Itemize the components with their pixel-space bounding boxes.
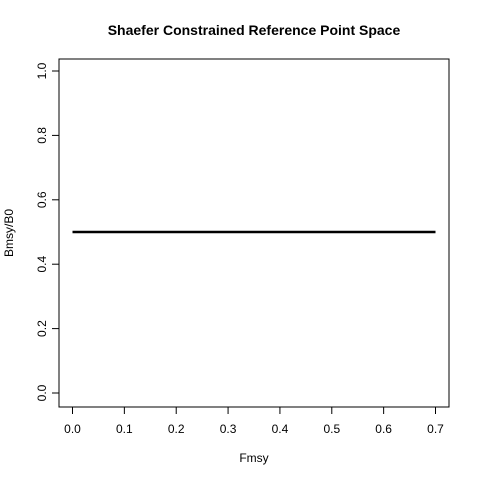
x-tick-label: 0.6 — [375, 422, 392, 436]
x-tick-label: 0.3 — [220, 422, 237, 436]
x-tick-label: 0.4 — [272, 422, 289, 436]
y-axis-label: Bmsy/B0 — [2, 209, 16, 257]
y-tick-label: 0.6 — [35, 191, 49, 208]
y-tick-label: 0.2 — [35, 320, 49, 337]
chart-title: Shaefer Constrained Reference Point Spac… — [108, 22, 401, 38]
y-tick-label: 0.8 — [35, 127, 49, 144]
x-tick-label: 0.5 — [323, 422, 340, 436]
x-tick-label: 0.7 — [427, 422, 444, 436]
x-axis: 0.0 0.1 0.2 0.3 0.4 0.5 0.6 0.7 — [64, 406, 444, 436]
x-axis-label: Fmsy — [239, 451, 268, 465]
y-tick-label: 1.0 — [35, 62, 49, 79]
y-tick-label: 0.4 — [35, 256, 49, 273]
y-tick-label: 0.0 — [35, 384, 49, 401]
x-tick-label: 0.0 — [64, 422, 81, 436]
y-axis: 0.0 0.2 0.4 0.6 0.8 1.0 — [35, 62, 60, 401]
x-tick-label: 0.2 — [168, 422, 185, 436]
x-tick-label: 0.1 — [116, 422, 133, 436]
